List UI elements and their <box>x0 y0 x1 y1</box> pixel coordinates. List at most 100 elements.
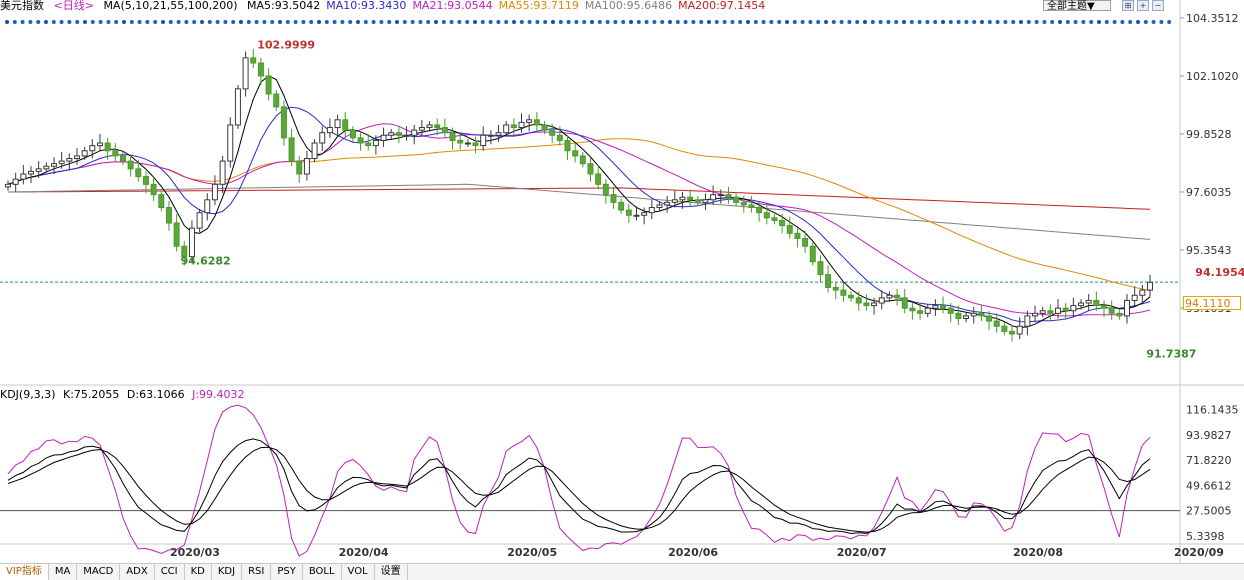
marker-dot <box>239 20 243 24</box>
marker-dot <box>558 20 563 24</box>
marker-dot <box>699 20 704 24</box>
candle-body <box>89 145 96 152</box>
marker-dot <box>1058 20 1062 24</box>
marker-dot <box>192 20 197 24</box>
price-chart[interactable]: 104.3512 102.1020 99.8528 97.6035 95.3543 93.… <box>0 0 1244 563</box>
tab-3[interactable]: ADX <box>120 564 155 580</box>
candle-body <box>618 201 625 211</box>
tab-6[interactable]: KDJ <box>212 564 243 580</box>
marker-dot <box>597 20 602 24</box>
tab-1[interactable]: MA <box>49 564 78 580</box>
tab-0[interactable]: VIP指标 <box>0 564 49 580</box>
marker-dot <box>418 20 423 24</box>
candle-body <box>12 178 19 185</box>
marker-dot <box>738 20 743 24</box>
candle-body <box>909 307 916 312</box>
kdj-y-tick-label: 49.6612 <box>1186 479 1232 492</box>
candle-body <box>150 183 157 196</box>
candle-body <box>526 119 533 123</box>
candle-body <box>503 124 510 134</box>
marker-dot <box>964 20 969 24</box>
price-annotation: 94.6282 <box>181 255 231 268</box>
tab-7[interactable]: RSI <box>242 564 272 580</box>
marker-dot <box>379 20 384 24</box>
ma200-line <box>8 187 1151 210</box>
candle-body <box>579 155 586 165</box>
candle-body <box>564 139 571 152</box>
marker-dot <box>324 20 329 24</box>
x-tick-label: 2020/09 <box>1174 546 1224 559</box>
marker-dot <box>519 20 524 24</box>
y-tick-label: 95.3543 <box>1186 244 1232 257</box>
candle-body <box>234 88 241 126</box>
marker-dot <box>980 20 984 24</box>
marker-dot <box>340 20 345 24</box>
tab-9[interactable]: BOLL <box>303 564 342 580</box>
candle-body <box>28 170 34 175</box>
tab-2[interactable]: MACD <box>77 564 121 580</box>
candle-body <box>142 176 149 185</box>
ma5-line <box>7 75 1151 329</box>
ma-value-1: MA10:93.3430 <box>326 0 407 12</box>
marker-dot <box>129 20 134 24</box>
candle-body <box>158 194 165 209</box>
candle-body <box>165 207 172 224</box>
ma-settings-label[interactable]: MA(5,10,21,55,100,200) <box>103 0 238 12</box>
ma55-line <box>7 138 1151 292</box>
marker-dot <box>636 20 641 24</box>
marker-dot <box>44 20 48 24</box>
candle-body <box>280 106 287 139</box>
kdj-y-tick-label: 5.3398 <box>1186 530 1225 543</box>
marker-dot <box>675 20 680 24</box>
candle-body <box>794 232 801 239</box>
marker-dot <box>254 20 259 24</box>
candle-body <box>978 312 985 317</box>
candle-body <box>664 201 671 206</box>
candle-body <box>464 142 471 145</box>
tab-4[interactable]: CCI <box>155 564 185 580</box>
tab-5[interactable]: KD <box>185 564 212 580</box>
marker-dot <box>317 20 321 24</box>
ma-value-3: MA55:93.7119 <box>498 0 579 12</box>
marker-dot <box>707 20 711 24</box>
candle-body <box>740 201 747 206</box>
candle-body <box>687 196 694 201</box>
candle-body <box>595 173 602 185</box>
marker-dot <box>566 20 571 24</box>
candle-body <box>733 196 740 203</box>
kdj-j-value: J:99.4032 <box>192 388 245 401</box>
candle-body <box>349 129 356 139</box>
x-tick-label: 2020/05 <box>507 546 557 559</box>
candle-body <box>940 305 947 309</box>
candle-body <box>694 199 701 203</box>
plus-tool-icon[interactable]: + <box>1137 0 1149 11</box>
marker-dot <box>285 20 290 24</box>
period-label[interactable]: <日线> <box>53 0 94 12</box>
candle-body <box>227 124 234 162</box>
marker-dot <box>1097 20 1101 24</box>
theme-select[interactable]: 全部主题▼ <box>1043 0 1111 12</box>
marker-dot <box>488 20 493 24</box>
kdj-y-tick-label: 93.9827 <box>1186 429 1232 442</box>
tab-11[interactable]: 设置 <box>375 564 408 580</box>
candle-body <box>135 168 142 178</box>
candle-body <box>457 139 464 144</box>
x-tick-label: 2020/07 <box>837 546 887 559</box>
candle-body <box>1124 299 1130 317</box>
marker-dot <box>441 20 446 24</box>
tab-8[interactable]: PSY <box>271 564 303 580</box>
marker-dot <box>410 20 415 24</box>
grid-tool-icon[interactable]: ⊞ <box>1122 0 1134 11</box>
marker-dot <box>777 20 782 24</box>
candle-body <box>924 307 931 314</box>
marker-dot <box>465 20 470 24</box>
marker-dot <box>434 20 438 24</box>
candle-body <box>1139 289 1146 296</box>
candle-body <box>610 194 617 203</box>
marker-dot <box>28 20 33 24</box>
candle-body <box>418 127 425 131</box>
marker-dot <box>1065 20 1070 24</box>
marker-dot <box>1026 20 1031 24</box>
tab-10[interactable]: VOL <box>342 564 375 580</box>
minus-tool-icon[interactable]: − <box>1152 0 1164 11</box>
